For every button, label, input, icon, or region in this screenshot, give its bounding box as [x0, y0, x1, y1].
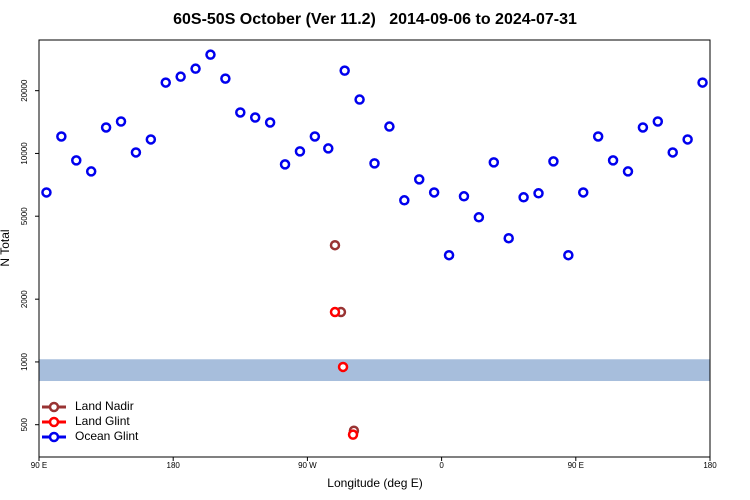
data-point [533, 188, 544, 199]
legend-marker [48, 401, 60, 413]
y-tick-label: 5000 [20, 207, 29, 225]
data-point [607, 155, 619, 166]
data-point [56, 131, 67, 142]
data-point [354, 94, 365, 105]
chart-title: 60S-50S October (Ver 11.2) 2014-09-06 to… [173, 11, 577, 28]
data-point [190, 63, 201, 74]
legend-label: Ocean Glint [75, 429, 139, 443]
data-point [384, 121, 395, 132]
data-point [667, 147, 678, 158]
data-point [71, 155, 82, 166]
data-point [563, 249, 574, 261]
data-point [337, 361, 349, 373]
data-point [329, 239, 341, 251]
data-point [145, 134, 157, 145]
data-point [323, 143, 334, 154]
data-point [652, 116, 664, 127]
data-point [85, 166, 97, 177]
data-point [264, 117, 276, 128]
data-point [399, 195, 410, 206]
data-point [160, 77, 171, 88]
y-tick-label: 20000 [20, 79, 29, 102]
data-point [518, 192, 529, 203]
data-point [458, 191, 470, 202]
data-point [548, 156, 559, 167]
data-point [428, 187, 440, 198]
plot-frame [38, 39, 711, 458]
data-point [339, 65, 350, 76]
data-point [175, 71, 186, 82]
y-tick-label: 2000 [20, 290, 29, 308]
data-point [473, 212, 485, 223]
x-axis-label: Longitude (deg E) [327, 476, 422, 490]
data-point [369, 158, 380, 169]
data-point [682, 134, 693, 145]
data-point [413, 174, 425, 185]
data-point [309, 131, 321, 142]
data-point [115, 116, 127, 127]
y-tick-label: 500 [20, 417, 29, 431]
x-tick-label: 90 E [31, 461, 47, 470]
data-point [279, 159, 291, 170]
x-tick-label: 0 [439, 461, 444, 470]
shaded-band [39, 359, 710, 382]
data-point [637, 122, 649, 133]
data-point [100, 122, 112, 133]
legend-marker [48, 431, 60, 443]
data-point [41, 187, 52, 198]
legend-marker [48, 416, 60, 428]
data-point [220, 73, 231, 84]
data-point [294, 146, 306, 157]
data-point [347, 429, 359, 440]
data-point [249, 112, 261, 123]
legend-label: Land Glint [75, 414, 130, 428]
y-axis-label: N Total [0, 229, 12, 266]
data-point [205, 49, 216, 60]
x-tick-label: 180 [167, 461, 181, 470]
data-point [443, 249, 455, 261]
data-point [503, 232, 514, 244]
x-tick-label: 180 [703, 461, 717, 470]
y-tick-label: 1000 [20, 352, 29, 370]
data-point [329, 306, 341, 318]
data-point [592, 131, 604, 142]
data-point [235, 107, 246, 118]
legend-label: Land Nadir [75, 399, 134, 413]
data-point [488, 157, 500, 168]
y-tick-label: 10000 [20, 142, 29, 165]
x-tick-label: 90 E [568, 461, 584, 470]
data-point [697, 77, 708, 88]
data-point [578, 187, 589, 198]
data-point [622, 166, 634, 177]
x-tick-label: 90 W [298, 461, 317, 470]
data-point [130, 147, 142, 158]
